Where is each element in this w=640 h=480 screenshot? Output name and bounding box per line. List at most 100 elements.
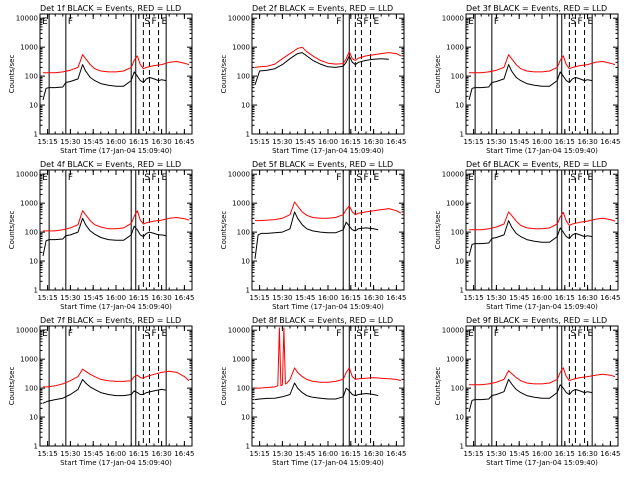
- x-tick-label: 16:00: [106, 294, 126, 302]
- x-tick-label: 15:15: [38, 450, 58, 458]
- y-tick-label: 1: [460, 287, 464, 295]
- x-tick-label: 16:45: [600, 294, 620, 302]
- series-line-lld: [469, 54, 616, 74]
- panel-det-8: Det 8f BLACK = Events, RED = LLD 1 10 100 10…: [220, 316, 406, 467]
- flag-label: E: [42, 17, 48, 27]
- y-tick-label: 100: [237, 229, 250, 237]
- series-line-events: [468, 378, 593, 413]
- y-tick-label: 1000: [232, 200, 250, 208]
- y-tick-label: 1: [460, 443, 464, 451]
- y-tick-label: 1000: [20, 200, 38, 208]
- y-tick-label: 100: [451, 229, 464, 237]
- x-tick-label: 16:00: [318, 450, 338, 458]
- y-tick-label: 1: [246, 443, 250, 451]
- flag-label: S: [356, 329, 362, 339]
- x-tick-label: 15:30: [272, 450, 292, 458]
- flag-label: F: [577, 17, 582, 27]
- x-tick-label: 15:30: [486, 294, 506, 302]
- x-tick-label: 16:45: [174, 450, 194, 458]
- panel-det-5: Det 5f BLACK = Events, RED = LLD 1 10 100 10…: [220, 160, 406, 311]
- y-tick-label: 100: [451, 73, 464, 81]
- y-tick-label: 10000: [442, 15, 464, 23]
- flag-label: F: [336, 173, 341, 183]
- series-line-lld: [469, 211, 616, 231]
- flag-label: F: [68, 17, 73, 27]
- panel-title: Det 4f BLACK = Events, RED = LLD: [40, 160, 181, 169]
- y-tick-label: 10000: [16, 15, 38, 23]
- y-tick-label: 1: [34, 443, 38, 451]
- flag-label: F: [68, 173, 73, 183]
- x-axis-label: Start Time (17-Jan-04 15:09:40): [272, 459, 384, 467]
- y-tick-label: 10: [241, 258, 250, 266]
- x-axis-label: Start Time (17-Jan-04 15:09:40): [272, 303, 384, 311]
- y-tick-label: 100: [25, 229, 38, 237]
- flag-label: F: [151, 173, 156, 183]
- flag-label: E: [42, 173, 48, 183]
- x-tick-label: 16:15: [129, 450, 149, 458]
- y-axis-label: Counts/sec: [8, 55, 16, 94]
- x-tick-label: 15:30: [60, 138, 80, 146]
- series-line-lld: [255, 327, 402, 389]
- x-tick-label: 16:30: [152, 450, 172, 458]
- flag-label: S: [570, 173, 576, 183]
- series-line-lld: [255, 201, 402, 222]
- flag-label: E: [42, 329, 48, 339]
- flag-label: F: [577, 173, 582, 183]
- flag-label: S: [570, 17, 576, 27]
- x-tick-label: 15:15: [250, 294, 270, 302]
- y-tick-label: 1: [460, 131, 464, 139]
- flag-label: S: [144, 173, 150, 183]
- y-tick-label: 10000: [16, 171, 38, 179]
- y-axis-label: Counts/sec: [220, 211, 228, 250]
- x-axis-label: Start Time (17-Jan-04 15:09:40): [60, 147, 172, 155]
- x-tick-label: 16:00: [318, 138, 338, 146]
- flag-label: E: [588, 329, 594, 339]
- panel-title: Det 3f BLACK = Events, RED = LLD: [466, 4, 607, 13]
- x-tick-label: 16:30: [364, 450, 384, 458]
- flag-label: E: [162, 329, 168, 339]
- x-tick-label: 16:15: [555, 294, 575, 302]
- flag-label: F: [151, 17, 156, 27]
- x-tick-label: 16:30: [364, 138, 384, 146]
- x-tick-label: 15:15: [464, 138, 484, 146]
- x-tick-label: 16:00: [532, 294, 552, 302]
- panel-title: Det 2f BLACK = Events, RED = LLD: [252, 4, 393, 13]
- x-tick-label: 16:00: [318, 294, 338, 302]
- x-axis-label: Start Time (17-Jan-04 15:09:40): [486, 303, 598, 311]
- x-tick-label: 15:45: [83, 294, 103, 302]
- y-tick-label: 100: [25, 385, 38, 393]
- x-tick-label: 15:45: [509, 450, 529, 458]
- x-axis-label: Start Time (17-Jan-04 15:09:40): [486, 459, 598, 467]
- x-tick-label: 15:15: [250, 138, 270, 146]
- x-tick-label: 16:45: [386, 294, 406, 302]
- y-axis-label: Counts/sec: [434, 55, 442, 94]
- x-tick-label: 15:30: [60, 294, 80, 302]
- x-tick-label: 15:45: [295, 294, 315, 302]
- x-tick-label: 16:15: [555, 138, 575, 146]
- y-axis-label: Counts/sec: [434, 367, 442, 406]
- x-axis-label: Start Time (17-Jan-04 15:09:40): [60, 459, 172, 467]
- y-tick-label: 1000: [446, 356, 464, 364]
- x-tick-label: 16:45: [386, 450, 406, 458]
- flag-label: S: [144, 329, 150, 339]
- flag-label: E: [468, 329, 474, 339]
- flag-label: F: [151, 329, 156, 339]
- y-tick-label: 100: [237, 73, 250, 81]
- flag-label: S: [570, 329, 576, 339]
- x-tick-label: 16:00: [106, 138, 126, 146]
- y-tick-label: 10000: [228, 327, 250, 335]
- y-tick-label: 10: [455, 102, 464, 110]
- panel-grid: Det 1f BLACK = Events, RED = LLD 1 10 100 10…: [8, 4, 620, 467]
- x-tick-label: 15:30: [486, 450, 506, 458]
- panel-det-3: Det 3f BLACK = Events, RED = LLD 1 10 100 10…: [434, 4, 620, 155]
- x-tick-label: 16:15: [129, 138, 149, 146]
- x-tick-label: 15:30: [486, 138, 506, 146]
- flag-label: F: [577, 329, 582, 339]
- x-axis-label: Start Time (17-Jan-04 15:09:40): [486, 147, 598, 155]
- x-tick-label: 16:15: [341, 294, 361, 302]
- flag-label: S: [144, 17, 150, 27]
- x-tick-label: 15:15: [38, 138, 58, 146]
- x-tick-label: 16:30: [152, 138, 172, 146]
- flag-label: E: [374, 17, 380, 27]
- y-axis-label: Counts/sec: [434, 211, 442, 250]
